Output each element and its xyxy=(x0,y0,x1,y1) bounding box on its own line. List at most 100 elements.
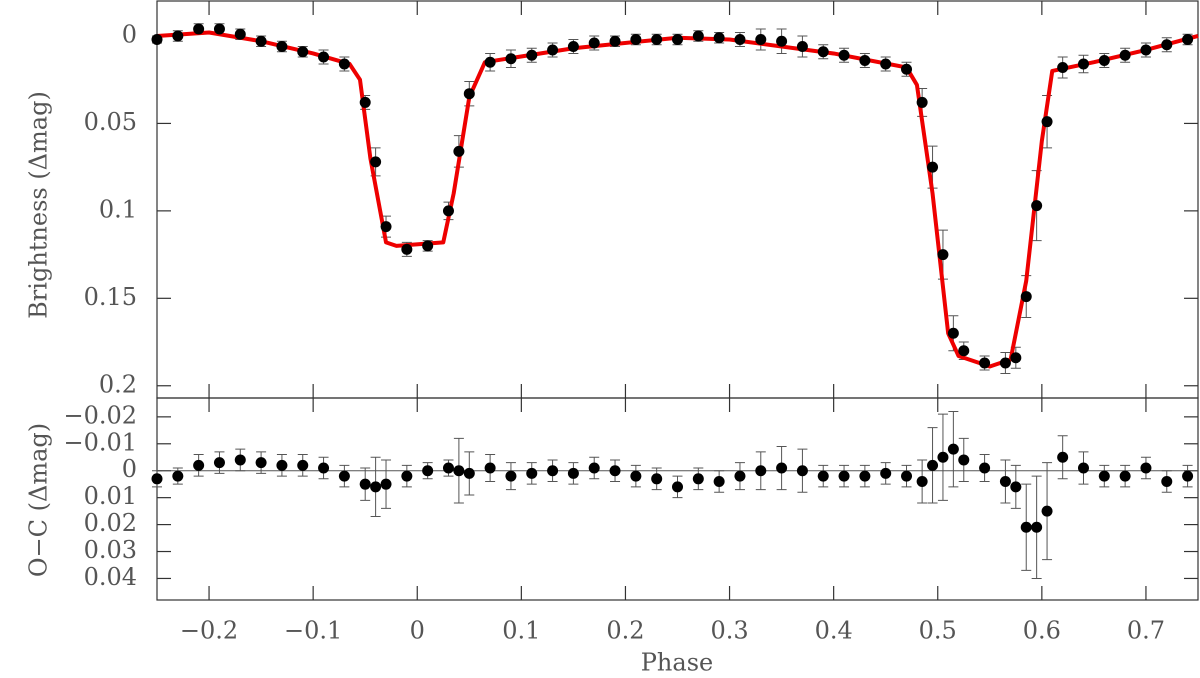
data-point xyxy=(1077,462,1089,474)
x-tick-label: −0.1 xyxy=(284,617,342,645)
data-point xyxy=(151,33,163,45)
data-point xyxy=(380,478,392,490)
data-point xyxy=(947,443,959,455)
data-point xyxy=(1020,291,1032,303)
data-point xyxy=(1098,470,1110,482)
y-tick-label: 0 xyxy=(122,20,137,48)
data-point xyxy=(692,473,704,485)
data-point xyxy=(276,459,288,471)
data-point xyxy=(609,465,621,477)
data-point xyxy=(1057,61,1069,73)
data-point xyxy=(1010,481,1022,493)
data-point xyxy=(359,478,371,490)
data-point xyxy=(484,56,496,68)
data-point xyxy=(947,327,959,339)
data-point xyxy=(370,481,382,493)
data-point xyxy=(567,467,579,479)
data-point xyxy=(734,33,746,45)
data-point xyxy=(1140,462,1152,474)
y-tick-label: −0.01 xyxy=(63,428,137,456)
data-point xyxy=(979,462,991,474)
data-point xyxy=(651,33,663,45)
data-point xyxy=(1010,352,1022,364)
data-point xyxy=(526,49,538,61)
data-point xyxy=(1031,521,1043,533)
data-point xyxy=(1161,475,1173,487)
data-point xyxy=(193,459,205,471)
x-tick-label: 0.2 xyxy=(606,617,644,645)
data-point xyxy=(1041,505,1053,517)
data-point xyxy=(755,33,767,45)
data-point xyxy=(255,35,267,47)
y-axis-label: Brightness (Δmag) xyxy=(25,91,53,319)
data-point xyxy=(338,470,350,482)
data-point xyxy=(1182,470,1194,482)
data-point xyxy=(1020,521,1032,533)
y-tick-label: 0.05 xyxy=(84,108,137,136)
x-tick-label: 0 xyxy=(410,617,425,645)
data-point xyxy=(526,467,538,479)
data-point xyxy=(255,457,267,469)
data-point xyxy=(276,40,288,52)
data-point xyxy=(901,63,913,75)
data-point xyxy=(755,465,767,477)
data-point xyxy=(859,54,871,66)
x-tick-label: 0.3 xyxy=(710,617,748,645)
data-point xyxy=(234,454,246,466)
data-point xyxy=(422,240,434,252)
data-point xyxy=(193,23,205,35)
data-point xyxy=(817,470,829,482)
data-point xyxy=(692,30,704,42)
data-point xyxy=(901,470,913,482)
data-point xyxy=(958,345,970,357)
data-point xyxy=(318,462,330,474)
data-point xyxy=(463,88,475,100)
data-point xyxy=(999,475,1011,487)
data-point xyxy=(937,249,949,261)
x-tick-label: −0.2 xyxy=(180,617,238,645)
data-point xyxy=(880,467,892,479)
data-point xyxy=(630,33,642,45)
y-tick-label: 0.2 xyxy=(99,370,137,398)
data-point xyxy=(1161,39,1173,51)
x-tick-label: 0.4 xyxy=(815,617,853,645)
y-tick-label: 0.03 xyxy=(84,536,137,564)
data-point xyxy=(796,40,808,52)
data-point xyxy=(380,221,392,233)
data-point xyxy=(609,35,621,47)
data-point xyxy=(1182,33,1194,45)
data-point xyxy=(630,470,642,482)
plot-frame xyxy=(156,397,1199,601)
data-point xyxy=(979,357,991,369)
data-point xyxy=(442,462,454,474)
x-tick-label: 0.6 xyxy=(1023,617,1061,645)
data-point xyxy=(401,243,413,255)
data-point xyxy=(1119,49,1131,61)
data-point xyxy=(401,470,413,482)
data-point xyxy=(734,470,746,482)
data-point xyxy=(838,470,850,482)
data-point xyxy=(172,470,184,482)
data-point xyxy=(916,96,928,108)
data-point xyxy=(505,470,517,482)
data-point xyxy=(338,58,350,70)
y-axis-label: O−C (Δmag) xyxy=(25,423,53,577)
y-tick-label: 0.04 xyxy=(84,563,137,591)
data-point xyxy=(937,451,949,463)
data-point xyxy=(916,475,928,487)
data-point xyxy=(172,30,184,42)
data-point xyxy=(370,156,382,168)
data-point xyxy=(422,465,434,477)
y-tick-label: −0.02 xyxy=(63,401,137,429)
data-point xyxy=(1031,200,1043,212)
data-point xyxy=(796,465,808,477)
data-point xyxy=(713,475,725,487)
plot-frame xyxy=(156,0,1199,399)
x-tick-label: 0.5 xyxy=(919,617,957,645)
data-point xyxy=(359,96,371,108)
data-point xyxy=(151,473,163,485)
y-tick-label: 0.02 xyxy=(84,509,137,537)
data-point xyxy=(999,357,1011,369)
data-point xyxy=(234,28,246,40)
